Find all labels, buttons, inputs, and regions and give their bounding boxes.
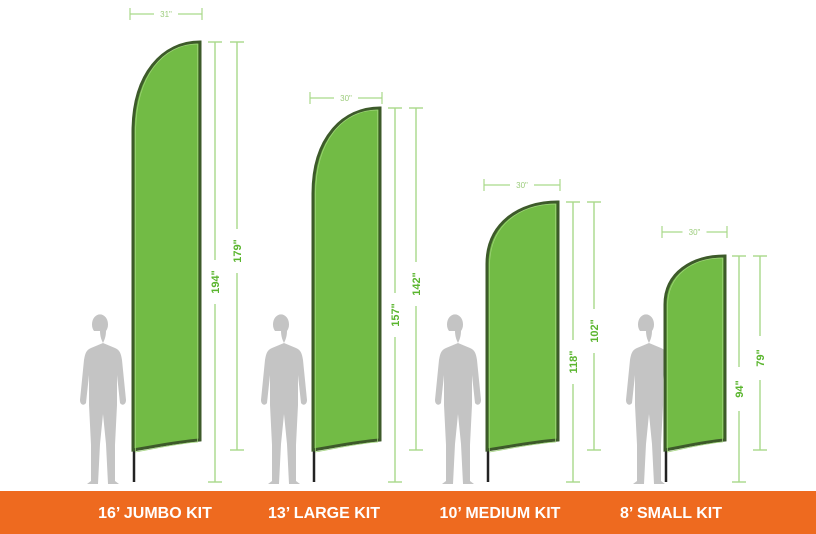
flag-height-label: 142" [411,272,423,296]
flag-height-label: 179" [232,239,244,263]
feather-flag [663,254,727,452]
width-dimension-label: 30" [689,228,701,237]
kit-label-medium: 10’ MEDIUM KIT [439,505,561,522]
kit-label-large: 13’ LARGE KIT [267,505,381,522]
total-height-label: 118" [568,351,580,374]
total-height-label: 94" [734,380,746,397]
width-dimension-label: 31" [160,10,172,19]
feather-flag [485,200,560,452]
kit-label-jumbo: 16’ JUMBO KIT [98,505,212,522]
flag-height-label: 102" [589,319,601,343]
feather-flag [311,106,382,452]
person-silhouette-icon [435,314,481,484]
flag-hem [315,109,378,453]
flag-hem [489,203,556,453]
feather-flag [131,40,202,452]
person-silhouette-icon [261,314,307,484]
total-height-label: 194" [210,270,222,294]
kit-label-banner [0,491,816,534]
flag-hem [135,43,198,453]
total-height-label: 157" [390,303,402,327]
flag-height-label: 79" [755,349,767,366]
width-dimension-label: 30" [516,181,528,190]
kit-label-small: 8’ SMALL KIT [620,505,722,522]
width-dimension-label: 30" [340,94,352,103]
flag-hem [667,257,723,453]
person-silhouette-icon [626,314,672,484]
person-silhouette-icon [80,314,126,484]
